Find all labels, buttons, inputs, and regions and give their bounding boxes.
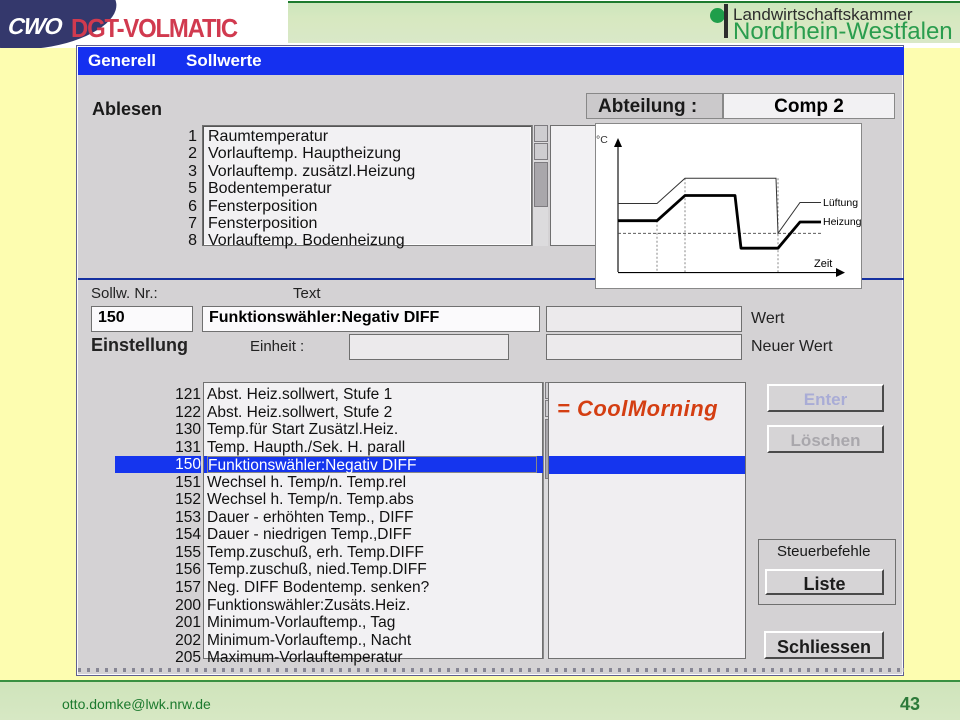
svg-text:Heizung: Heizung [823,216,862,228]
svg-text:Lüftung: Lüftung [823,197,858,209]
svg-text:Zeit: Zeit [814,258,832,270]
svg-text:°C: °C [596,134,608,146]
